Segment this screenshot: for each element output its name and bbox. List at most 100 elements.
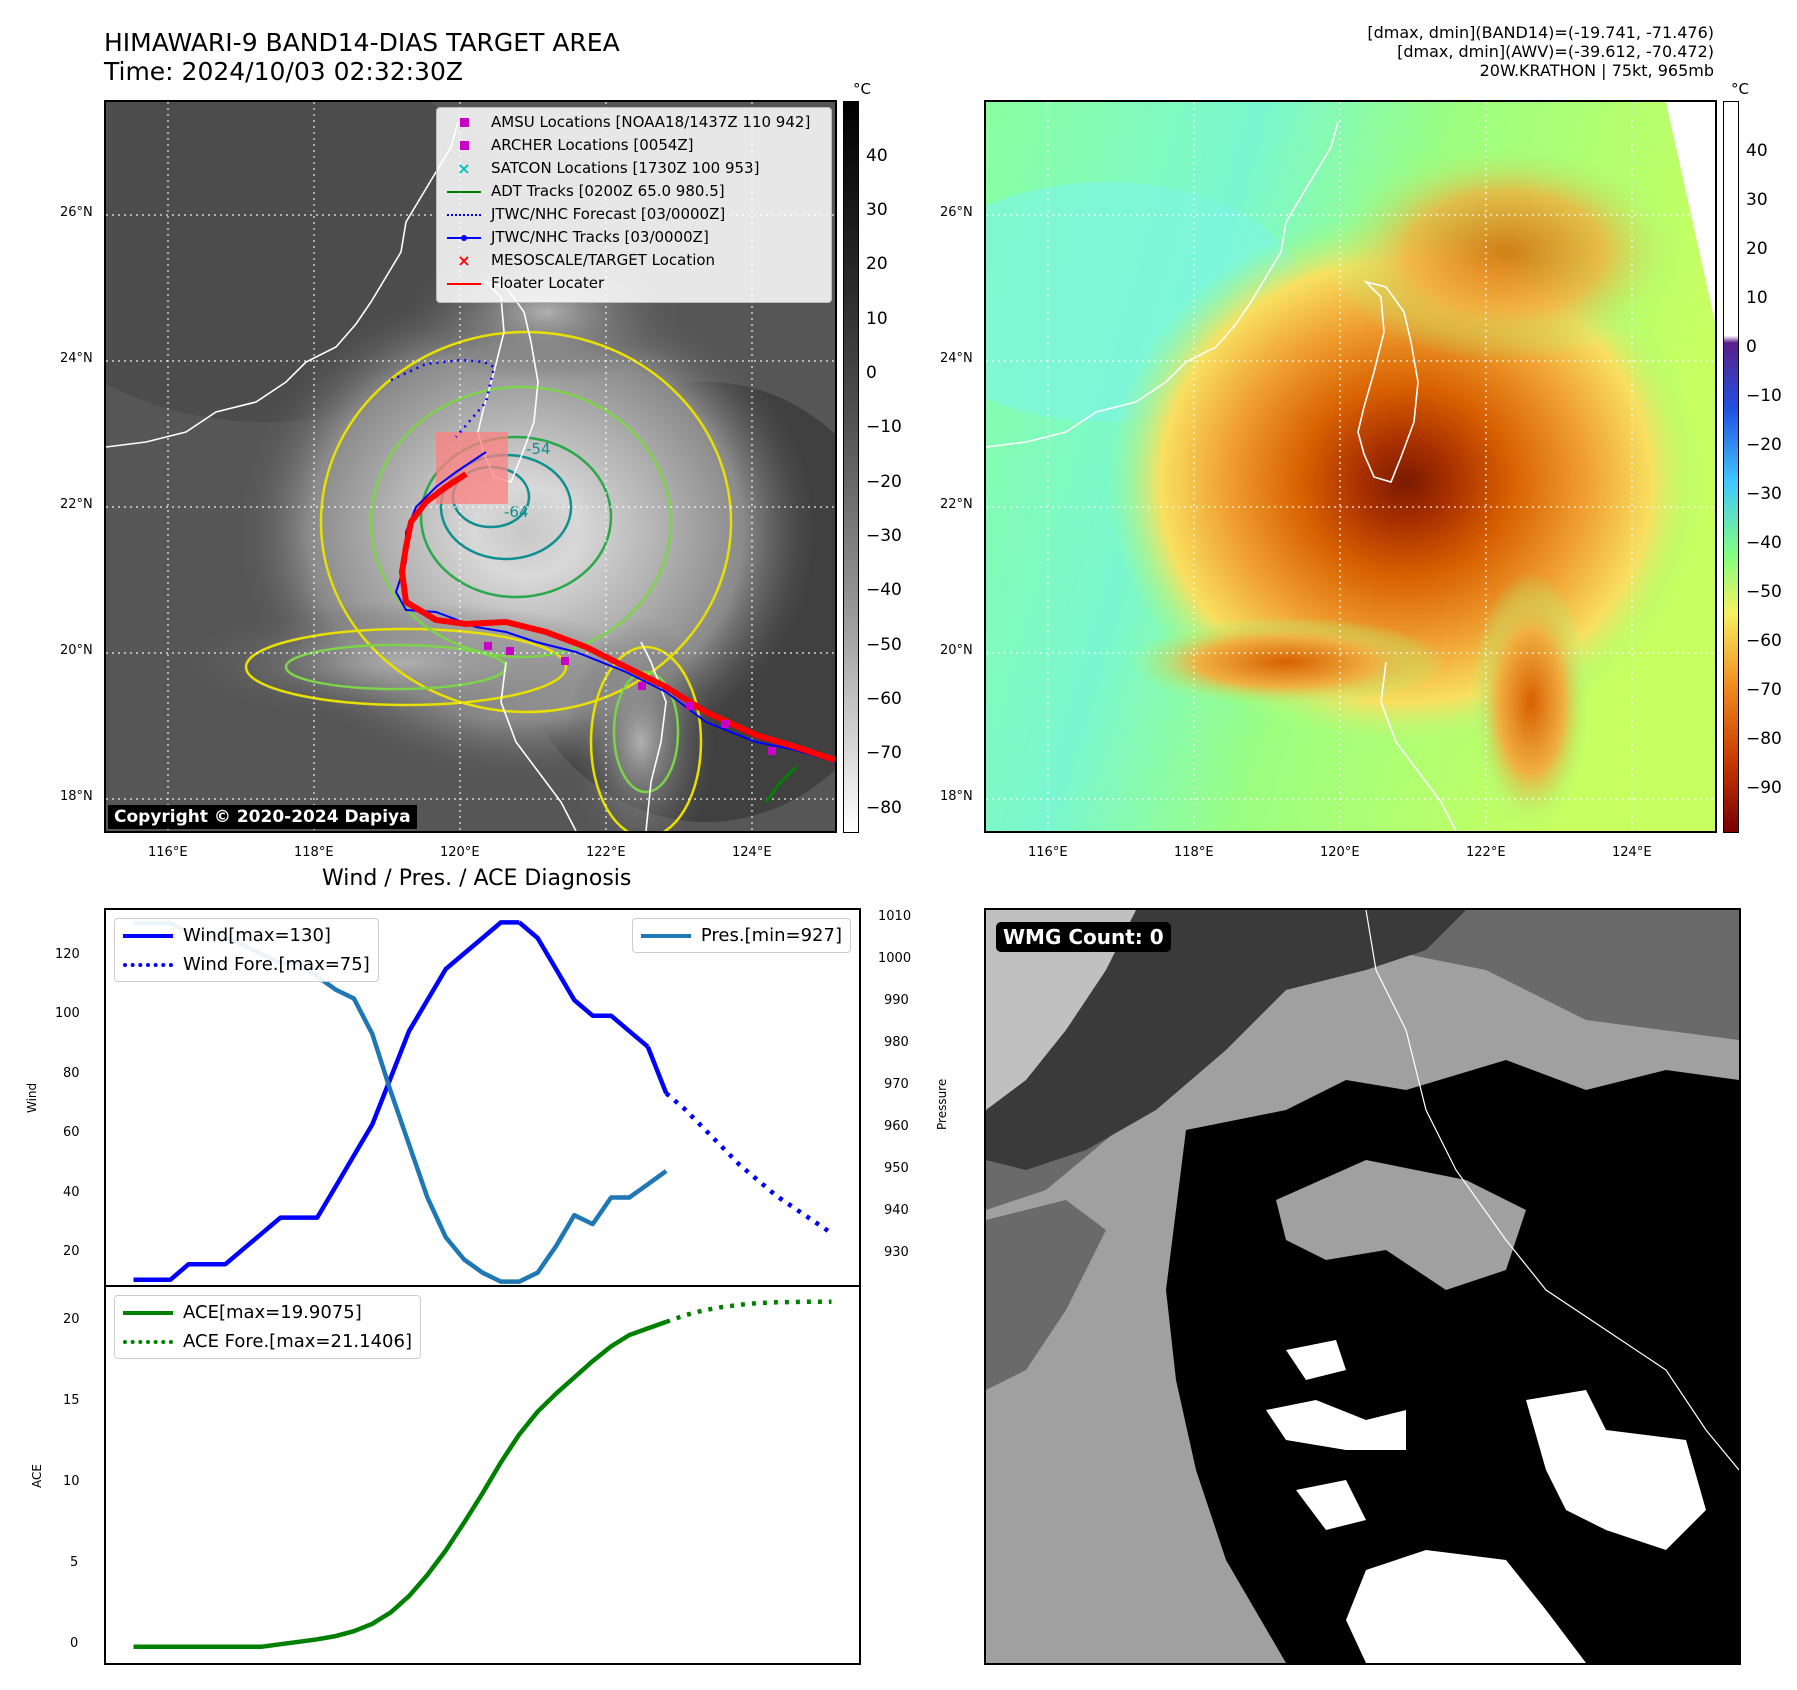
legend-wind-fore: Wind Fore.[max=75] (123, 950, 370, 979)
map-legend: AMSU Locations [NOAA18/1437Z 110 942] AR… (436, 107, 832, 303)
title-satellite: HIMAWARI-9 BAND14-DIAS TARGET AREA (104, 28, 620, 57)
lat-label: 24°N (60, 351, 93, 366)
colorbar-tick: 40 (1746, 141, 1768, 161)
colorbar-tick: −30 (1746, 484, 1782, 504)
square-marker-icon (445, 114, 483, 132)
pres-tick: 930 (884, 1245, 909, 1260)
ace-tick: 0 (70, 1636, 79, 1651)
legend-adt: ADT Tracks [0200Z 65.0 980.5] (445, 180, 823, 203)
wind-ylabel: Wind (25, 1082, 39, 1113)
ace-tick: 20 (63, 1312, 80, 1327)
line-icon (445, 183, 483, 201)
dotted-line-icon (123, 1339, 173, 1344)
lat-label: 18°N (60, 789, 93, 804)
colorbar-tick: 20 (866, 254, 888, 274)
dotted-line-icon (445, 206, 483, 224)
colorbar-tick: 10 (866, 309, 888, 329)
lat-label: 20°N (60, 643, 93, 658)
x-marker-icon: × (457, 159, 471, 178)
colorbar-tick: −40 (1746, 533, 1782, 553)
wmg-count-badge: WMG Count: 0 (996, 922, 1171, 952)
colorbar-tick: −60 (1746, 631, 1782, 651)
colorbar-tick: −20 (1746, 435, 1782, 455)
legend-jtwc-tracks: JTWC/NHC Tracks [03/0000Z] (445, 226, 823, 249)
wind-tick: 100 (55, 1006, 80, 1021)
wind-series-line-0 (133, 920, 520, 1283)
legend-floater: Floater Locater (445, 272, 823, 295)
wmg-panel[interactable]: WMG Count: 0 (984, 908, 1741, 1665)
line-dot-icon (445, 229, 483, 247)
wind-tick: 60 (63, 1125, 80, 1140)
pres-tick: 990 (884, 993, 909, 1008)
ir-map-panel[interactable]: -54 -64 (104, 100, 837, 833)
colorbar-tick: 40 (866, 146, 888, 166)
pres-tick: 1010 (878, 909, 912, 924)
wind-tick: 20 (63, 1244, 80, 1259)
lon-label: 120°E (440, 845, 480, 860)
colorbar-tick: −70 (866, 743, 902, 763)
colorbar-tick: 10 (1746, 288, 1768, 308)
wind-tick: 120 (55, 947, 80, 962)
lat-label: 26°N (940, 205, 973, 220)
colorbar-tick: 20 (1746, 239, 1768, 259)
colorbar-tick: 30 (1746, 190, 1768, 210)
wind-series-line-2 (645, 1045, 669, 1095)
pres-ylabel: Pressure (935, 1078, 949, 1130)
title-time: Time: 2024/10/03 02:32:30Z (104, 57, 463, 86)
lat-label: 22°N (60, 497, 93, 512)
copyright-label: Copyright © 2020-2024 Dapiya (108, 805, 417, 829)
lon-label: 122°E (1466, 845, 1506, 860)
lat-label: 24°N (940, 351, 973, 366)
wmg-image (986, 910, 1739, 1663)
ir-colorbar (843, 101, 859, 833)
storm-info: [dmax, dmin](BAND14)=(-19.741, -71.476) … (1367, 23, 1714, 80)
lon-label: 118°E (294, 845, 334, 860)
lat-label: 26°N (60, 205, 93, 220)
colorbar-tick: −20 (866, 472, 902, 492)
lat-label: 20°N (940, 643, 973, 658)
info-storm: 20W.KRATHON | 75kt, 965mb (1479, 61, 1714, 80)
colorbar-unit: °C (1731, 80, 1749, 98)
pres-legend: Pres.[min=927] (631, 918, 851, 953)
ace-tick: 15 (63, 1393, 80, 1408)
ace-series-line-1 (665, 1299, 832, 1325)
lat-label: 22°N (940, 497, 973, 512)
wind-legend: Wind[max=130] Wind Fore.[max=75] (114, 918, 379, 982)
colorbar-tick: 0 (866, 363, 877, 383)
colorbar-tick: −30 (866, 526, 902, 546)
contour-label-54: -54 (526, 440, 551, 458)
lon-label: 116°E (1028, 845, 1068, 860)
pres-tick: 970 (884, 1077, 909, 1092)
colorbar-tick: −60 (866, 689, 902, 709)
solid-line-icon (123, 933, 173, 938)
colorbar-tick: −10 (1746, 386, 1782, 406)
lon-label: 124°E (1612, 845, 1652, 860)
colorbar-tick: −40 (866, 580, 902, 600)
pres-tick: 950 (884, 1161, 909, 1176)
wind-tick: 40 (63, 1185, 80, 1200)
pres-tick: 1000 (878, 951, 912, 966)
contour-label-64: -64 (504, 503, 529, 521)
legend-pres: Pres.[min=927] (640, 921, 842, 950)
legend-mesoscale: × MESOSCALE/TARGET Location (445, 249, 823, 272)
info-awv: [dmax, dmin](AWV)=(-39.612, -70.472) (1397, 42, 1714, 61)
legend-satcon: × SATCON Locations [1730Z 100 953] (445, 157, 823, 180)
lat-label: 18°N (940, 789, 973, 804)
ace-tick: 5 (70, 1555, 79, 1570)
colorbar-tick: −50 (1746, 582, 1782, 602)
colorbar-tick: −10 (866, 417, 902, 437)
lon-label: 120°E (1320, 845, 1360, 860)
legend-wind: Wind[max=130] (123, 921, 370, 950)
lon-label: 124°E (732, 845, 772, 860)
solid-line-icon (123, 1310, 173, 1315)
wind-series-line-1 (517, 920, 650, 1049)
wind-tick: 80 (63, 1066, 80, 1081)
line-icon (445, 275, 483, 293)
wv-map-panel[interactable] (984, 100, 1717, 833)
colorbar-tick: 0 (1746, 337, 1757, 357)
colorbar-tick: −70 (1746, 680, 1782, 700)
diagnosis-chart[interactable]: Wind[max=130] Wind Fore.[max=75] Pres.[m… (104, 908, 861, 1665)
pres-tick: 940 (884, 1203, 909, 1218)
legend-ace: ACE[max=19.9075] (123, 1298, 412, 1327)
colorbar-tick: −80 (1746, 729, 1782, 749)
